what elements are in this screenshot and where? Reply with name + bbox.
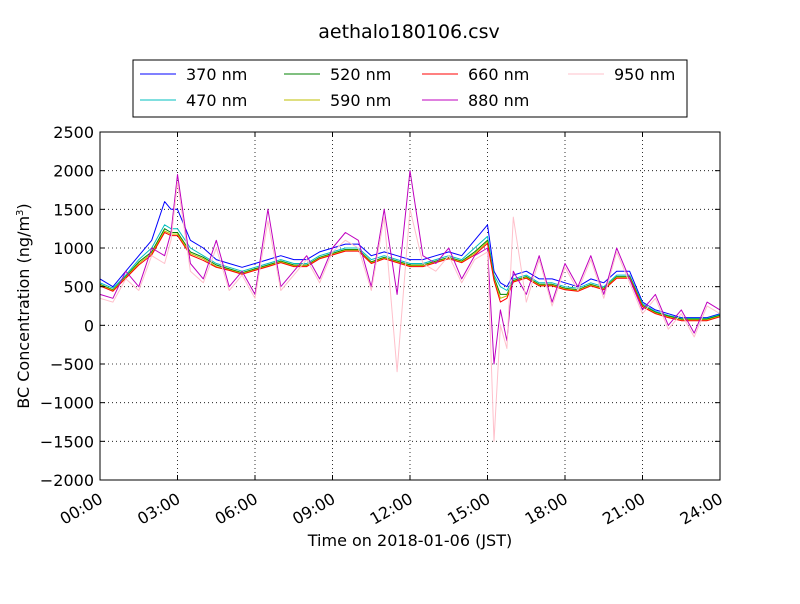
series-line-520-nm — [99, 228, 721, 320]
legend-frame — [132, 59, 688, 118]
legend: 370 nm 470 nm 520 nm 590 nm 660 nm 880 nm 950 … — [132, 59, 688, 118]
legend-item-370-nm: 370 nm — [140, 65, 247, 84]
legend-item-950-nm: 950 nm — [568, 65, 675, 84]
series-line-590-nm — [99, 230, 721, 321]
legend-label: 590 nm — [330, 91, 391, 110]
series-line-950-nm — [99, 181, 721, 442]
y-tick-label: 2000 — [53, 162, 94, 181]
legend-label: 880 nm — [468, 91, 529, 110]
legend-item-470-nm: 470 nm — [140, 91, 247, 110]
y-tick-label: −1500 — [40, 432, 94, 451]
y-axis-label-main: BC Concentration (ng/m — [14, 216, 33, 409]
series-layer — [99, 170, 721, 442]
legend-label: 950 nm — [614, 65, 675, 84]
y-axis-label-close: ) — [14, 203, 33, 209]
y-tick-label: 1000 — [53, 239, 94, 258]
series-line-470-nm — [99, 224, 721, 319]
y-tick-label: −1000 — [40, 394, 94, 413]
legend-item-520-nm: 520 nm — [284, 65, 391, 84]
x-axis-label: Time on 2018-01-06 (JST) — [307, 531, 512, 550]
series-line-660-nm — [99, 232, 721, 322]
chart-title: aethalo180106.csv — [318, 21, 500, 43]
y-axis-label: BC Concentration (ng/m3) — [14, 203, 33, 408]
legend-items: 370 nm 470 nm 520 nm 590 nm 660 nm 880 nm 950 … — [140, 65, 675, 110]
y-tick-label: 500 — [63, 278, 94, 297]
legend-label: 660 nm — [468, 65, 529, 84]
y-tick-label: −2000 — [40, 471, 94, 490]
legend-label: 470 nm — [186, 91, 247, 110]
y-tick-label: 1500 — [53, 200, 94, 219]
legend-label: 520 nm — [330, 65, 391, 84]
legend-item-660-nm: 660 nm — [422, 65, 529, 84]
y-tick-labels: 2500 2000 1500 1000 500 0 −500 −1000 −1500 −2000 — [40, 123, 94, 490]
series-line-370-nm — [99, 201, 721, 319]
y-tick-label: 0 — [84, 316, 94, 335]
legend-item-880-nm: 880 nm — [422, 91, 529, 110]
legend-item-590-nm: 590 nm — [284, 91, 391, 110]
y-tick-label: −500 — [50, 355, 94, 374]
axis-ticks — [99, 131, 721, 481]
series-line-880-nm — [99, 170, 721, 365]
legend-label: 370 nm — [186, 65, 247, 84]
y-tick-label: 2500 — [53, 123, 94, 142]
y-axis-label-superscript: 3 — [15, 210, 26, 216]
